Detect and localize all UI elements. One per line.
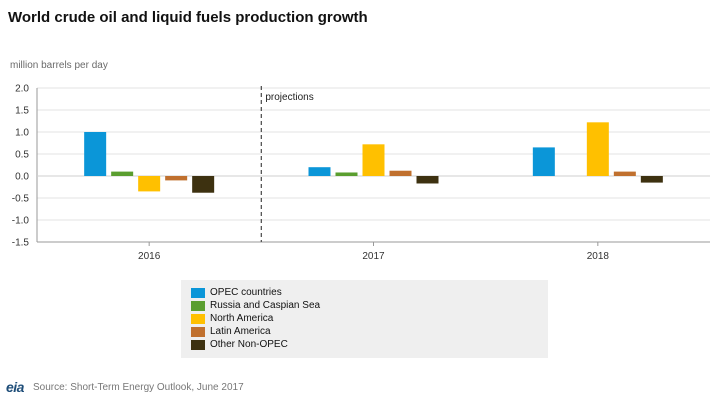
y-tick-label: 1.5	[15, 106, 29, 117]
source-note: Source: Short-Term Energy Outlook, June …	[32, 381, 244, 393]
bar-other-non-opec-2018	[640, 176, 663, 183]
y-axis-unit-label: million barrels per day	[10, 60, 108, 71]
bar-russia-and-caspian-sea-2017	[335, 172, 358, 176]
chart-title: World crude oil and liquid fuels product…	[8, 9, 368, 26]
legend-label-latin-america: Latin America	[210, 326, 271, 337]
legend-item-latin-america: Latin America	[191, 325, 271, 338]
y-tick-label: -1.0	[12, 216, 30, 227]
legend-swatch-other-non-opec	[191, 339, 205, 350]
y-tick-label: 0.5	[15, 150, 29, 161]
bar-north-america-2018	[586, 122, 609, 176]
bar-north-america-2017	[362, 144, 385, 176]
legend-swatch-latin-america	[191, 326, 205, 337]
bar-opec-countries-2016	[84, 132, 107, 176]
bar-latin-america-2018	[613, 171, 636, 176]
legend-label-russia: Russia and Caspian Sea	[210, 300, 321, 311]
legend-item-other-non-opec: Other Non-OPEC	[191, 338, 288, 351]
legend-label-opec: OPEC countries	[210, 287, 282, 298]
bar-chart: 2.0 1.5 1.0 0.5 0.0 -0.5 -1.0 -1.5 2016 2017 2018 p…	[12, 84, 710, 262]
bar-opec-countries-2018	[532, 147, 555, 176]
bar-other-non-opec-2017	[416, 176, 439, 184]
x-tick-label-2016: 2016	[138, 251, 161, 262]
legend-item-opec: OPEC countries	[191, 286, 282, 299]
legend-swatch-opec	[191, 287, 205, 298]
bar-opec-countries-2017	[308, 167, 331, 176]
eia-logo: eia	[6, 379, 24, 395]
y-tick-label: 2.0	[15, 84, 29, 95]
y-tick-label: -0.5	[12, 194, 30, 205]
legend-swatch-russia	[191, 300, 205, 311]
bar-other-non-opec-2016	[192, 176, 215, 193]
y-tick-label: 1.0	[15, 128, 29, 139]
bar-north-america-2016	[138, 176, 161, 192]
y-tick-label: -1.5	[12, 238, 30, 249]
legend-swatch-north-america	[191, 313, 205, 324]
x-tick-label-2018: 2018	[587, 251, 610, 262]
legend: OPEC countries Russia and Caspian Sea No…	[181, 280, 548, 358]
legend-item-north-america: North America	[191, 312, 273, 325]
eia-logo-text: eia	[6, 379, 24, 395]
bar-russia-and-caspian-sea-2016	[111, 171, 134, 176]
legend-label-other-non-opec: Other Non-OPEC	[210, 339, 288, 350]
x-tick-label-2017: 2017	[362, 251, 385, 262]
bar-latin-america-2017	[389, 170, 412, 176]
legend-label-north-america: North America	[210, 313, 274, 324]
footer: eia Source: Short-Term Energy Outlook, J…	[6, 379, 244, 395]
y-tick-label: 0.0	[15, 172, 29, 183]
bar-latin-america-2016	[165, 176, 188, 181]
legend-item-russia: Russia and Caspian Sea	[191, 299, 320, 312]
projections-label: projections	[265, 92, 313, 103]
